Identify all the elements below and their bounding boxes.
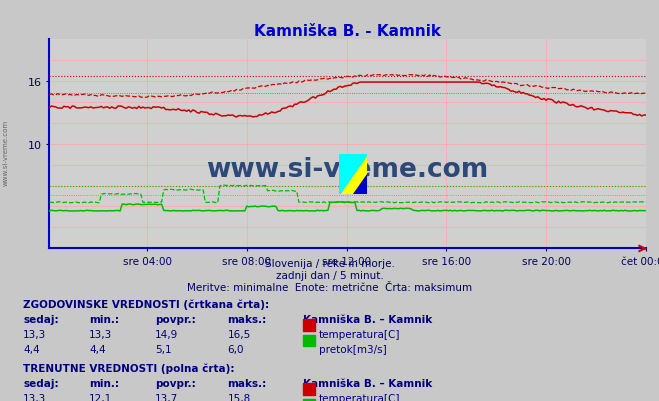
Text: Meritve: minimalne  Enote: metrične  Črta: maksimum: Meritve: minimalne Enote: metrične Črta:… — [187, 283, 472, 293]
Text: povpr.:: povpr.: — [155, 314, 196, 324]
Text: 13,3: 13,3 — [23, 329, 46, 339]
Text: www.si-vreme.com: www.si-vreme.com — [2, 119, 9, 185]
Text: 13,3: 13,3 — [89, 329, 112, 339]
Text: sedaj:: sedaj: — [23, 314, 59, 324]
Text: maks.:: maks.: — [227, 378, 267, 388]
Text: Kamniška B. – Kamnik: Kamniška B. – Kamnik — [303, 378, 432, 388]
Text: TRENUTNE VREDNOSTI (polna črta):: TRENUTNE VREDNOSTI (polna črta): — [23, 363, 235, 373]
Text: 13,3: 13,3 — [23, 393, 46, 401]
Text: povpr.:: povpr.: — [155, 378, 196, 388]
Text: 16,5: 16,5 — [227, 329, 250, 339]
Polygon shape — [339, 154, 367, 194]
Text: sedaj:: sedaj: — [23, 378, 59, 388]
Text: Slovenija / reke in morje.: Slovenija / reke in morje. — [264, 259, 395, 269]
Text: min.:: min.: — [89, 378, 119, 388]
Polygon shape — [339, 154, 367, 194]
Text: 6,0: 6,0 — [227, 344, 244, 354]
Text: min.:: min.: — [89, 314, 119, 324]
Title: Kamniška B. - Kamnik: Kamniška B. - Kamnik — [254, 24, 441, 39]
Text: 14,9: 14,9 — [155, 329, 178, 339]
Text: 13,7: 13,7 — [155, 393, 178, 401]
Text: maks.:: maks.: — [227, 314, 267, 324]
Polygon shape — [353, 174, 367, 194]
Text: 15,8: 15,8 — [227, 393, 250, 401]
Text: ZGODOVINSKE VREDNOSTI (črtkana črta):: ZGODOVINSKE VREDNOSTI (črtkana črta): — [23, 299, 269, 309]
Text: 4,4: 4,4 — [89, 344, 105, 354]
Text: 4,4: 4,4 — [23, 344, 40, 354]
Text: temperatura[C]: temperatura[C] — [319, 393, 401, 401]
Text: Kamniška B. – Kamnik: Kamniška B. – Kamnik — [303, 314, 432, 324]
Text: 12,1: 12,1 — [89, 393, 112, 401]
Text: pretok[m3/s]: pretok[m3/s] — [319, 344, 387, 354]
Text: temperatura[C]: temperatura[C] — [319, 329, 401, 339]
Text: 5,1: 5,1 — [155, 344, 171, 354]
Text: www.si-vreme.com: www.si-vreme.com — [206, 156, 489, 182]
Text: zadnji dan / 5 minut.: zadnji dan / 5 minut. — [275, 271, 384, 281]
